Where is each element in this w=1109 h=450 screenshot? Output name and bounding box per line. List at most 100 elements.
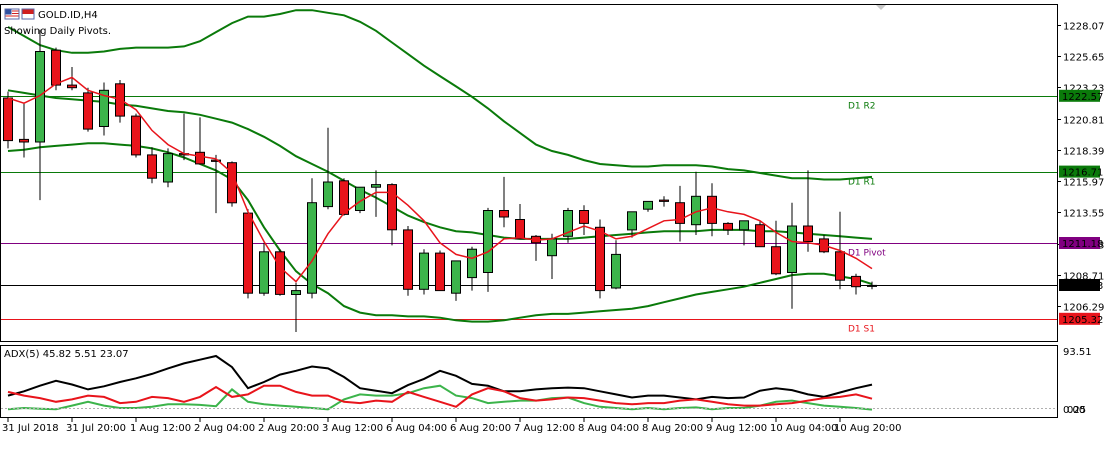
candle (467, 246, 477, 291)
time-tick-label: 3 Aug 12:00 (322, 423, 383, 434)
adx-series-line (7, 384, 873, 411)
price-tag (1059, 89, 1100, 102)
candle (147, 147, 157, 184)
pivot-lines: D1 R2 D1 R1 D1 Pivot D1 S1 (1, 96, 1057, 335)
time-tick-label: 2 Aug 04:00 (194, 423, 255, 434)
candle-body (339, 180, 349, 215)
pivot-label: D1 Pivot (848, 249, 886, 259)
candle (563, 207, 573, 243)
candle-body (739, 220, 749, 231)
price-panel-frame (0, 4, 1058, 342)
candle-body (227, 162, 237, 204)
candle (227, 161, 237, 207)
time-tick-label: 9 Aug 12:00 (706, 423, 767, 434)
price-tick-label: 1206.29 (1063, 303, 1104, 314)
candle (595, 219, 605, 299)
candle-body (659, 199, 669, 202)
candle (803, 170, 813, 252)
candle-body (515, 219, 525, 240)
candle (579, 205, 589, 235)
candle-body (147, 154, 157, 179)
adx-tick-label: 93.51 (1063, 347, 1092, 358)
symbol-label: GOLD.ID,H4 (38, 10, 98, 21)
price-tags: 1222.57 1216.71 1211.18 1205.32 1207.93 (1059, 89, 1103, 326)
candle-body (675, 202, 685, 224)
candle-body (451, 260, 461, 294)
price-tick-label: 1215.97 (1063, 178, 1104, 189)
candle-body (787, 225, 797, 273)
candle (387, 183, 397, 246)
moving-average (7, 76, 873, 283)
candle (323, 127, 333, 210)
candle-body (723, 222, 733, 231)
trade-arrow-icon[interactable] (876, 5, 886, 10)
price-tag-label: 1216.71 (1062, 168, 1103, 179)
candle-body (67, 84, 77, 89)
candle-body (835, 251, 845, 281)
candle-body (707, 195, 717, 224)
price-tick-label: 1220.81 (1063, 116, 1104, 127)
candle (275, 249, 285, 296)
candlesticks[interactable] (3, 29, 877, 332)
candle-body (611, 253, 621, 289)
candle (83, 87, 93, 132)
candle (19, 103, 29, 158)
candle (435, 250, 445, 292)
candle-body (131, 115, 141, 156)
adx-series-line (7, 384, 873, 408)
candle (659, 196, 669, 207)
candle (3, 91, 13, 149)
time-tick-label: 7 Aug 12:00 (514, 423, 575, 434)
time-tick-label: 1 Aug 12:00 (130, 423, 191, 434)
candle-body (371, 184, 381, 188)
candle (755, 220, 765, 248)
candle-body (211, 159, 221, 162)
time-tick-label: 6 Aug 20:00 (450, 423, 511, 434)
time-tick-label: 10 Aug 20:00 (834, 423, 901, 434)
pivot-label: D1 R1 (848, 178, 876, 188)
price-tick-label: 1223.23 (1063, 84, 1104, 95)
indicator-note: Showing Daily Pivots. (4, 26, 111, 37)
candle (371, 170, 381, 217)
price-tag-label: 1211.18 (1062, 239, 1103, 250)
candle (675, 185, 685, 242)
candle (259, 242, 269, 296)
candle-body (83, 92, 93, 130)
price-tag-label: 1207.93 (1062, 281, 1103, 292)
candle-body (323, 181, 333, 208)
candle-body (483, 210, 493, 273)
candle (851, 273, 861, 295)
candle (867, 281, 877, 290)
time-tick-label: 10 Aug 04:00 (770, 423, 837, 434)
candle-body (419, 252, 429, 290)
adx-panel-frame (0, 345, 1058, 418)
price-tag (1059, 165, 1100, 178)
candle-body (275, 251, 285, 295)
time-tick-label: 2 Aug 20:00 (258, 423, 319, 434)
candle-body (867, 284, 877, 287)
candle-body (643, 200, 653, 210)
time-axis: 31 Jul 2018 31 Jul 20:00 1 Aug 12:00 2 Aug … (2, 418, 901, 434)
candle-body (195, 151, 205, 165)
price-tag (1059, 312, 1100, 325)
candle (451, 260, 461, 301)
adx-tick-label: 025 (1067, 405, 1086, 416)
price-tick-label: 1213.55 (1063, 209, 1104, 220)
candle-body (243, 212, 253, 294)
candle (707, 183, 717, 237)
price-tag-label: 1205.32 (1062, 315, 1103, 326)
candle (291, 282, 301, 332)
candle-body (547, 238, 557, 257)
candle (723, 222, 733, 235)
candle-body (771, 246, 781, 275)
adx-tick-label: 0.00 (1063, 405, 1085, 416)
candle-body (499, 210, 509, 218)
price-tag (1059, 279, 1100, 291)
time-tick-label: 8 Aug 04:00 (578, 423, 639, 434)
candle (67, 67, 77, 91)
pivot-label: D1 R2 (848, 102, 876, 112)
ma-line (7, 76, 873, 283)
candle-body (579, 210, 589, 224)
candle-body (163, 153, 173, 183)
